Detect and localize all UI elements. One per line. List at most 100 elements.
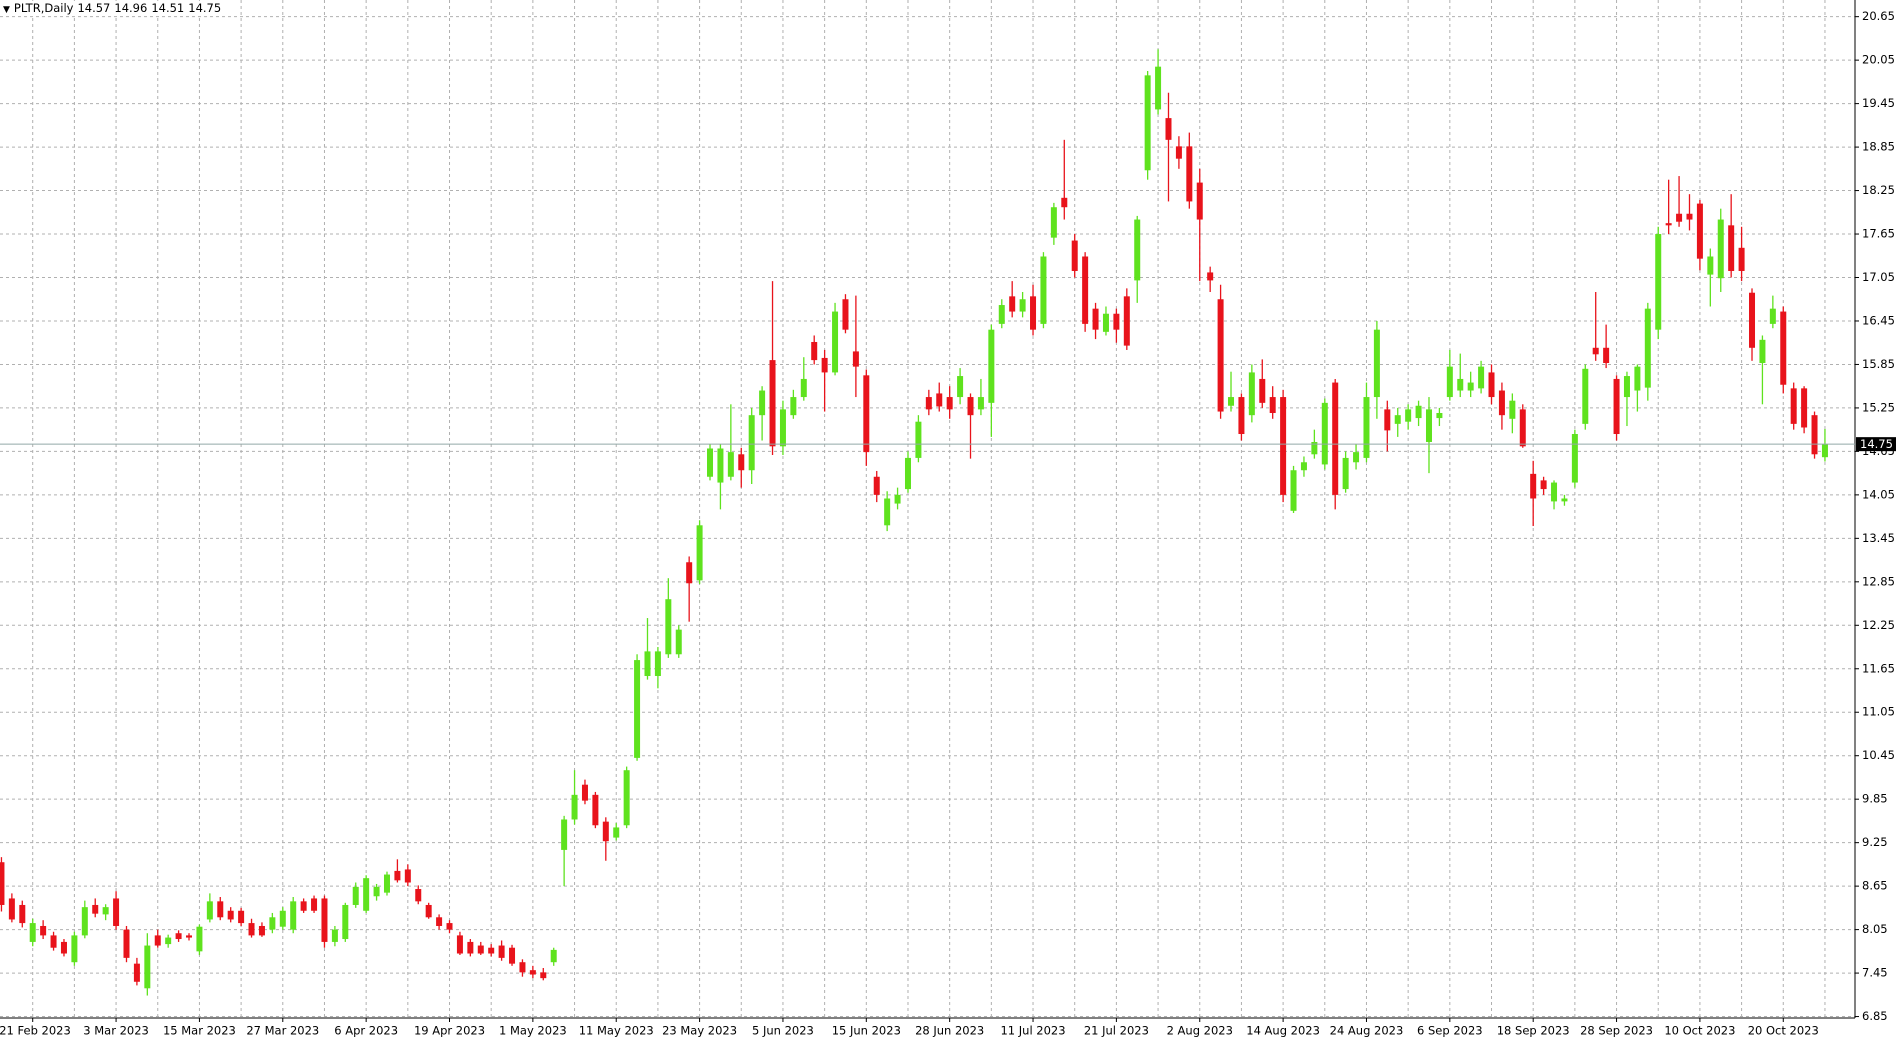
candle-body [1769,308,1776,324]
candle-body [269,917,276,930]
candle-body [1676,213,1683,222]
candle-body [1644,308,1651,388]
candle-body [394,870,401,881]
candle-body [759,390,766,416]
candle-body [373,886,380,897]
x-tick-label: 19 Apr 2023 [414,1024,485,1038]
candle-body [1092,308,1099,330]
y-tick-label: 18.85 [1862,140,1895,154]
candle-body [1551,482,1558,502]
candle-body [957,376,964,398]
candle-body [509,947,516,964]
candle-body [1561,498,1568,502]
candle-body [1571,434,1578,483]
candle-body [186,935,193,938]
candle-body [1040,256,1047,324]
candle-body [467,941,474,954]
x-tick-label: 10 Oct 2023 [1664,1024,1735,1038]
candle-body [1582,368,1589,424]
candle-body [644,651,651,677]
candle-body [925,397,932,410]
candle-body [1696,203,1703,259]
candle-body [404,869,411,883]
candle-body [1363,397,1370,458]
chart-title: PLTR,Daily [13,1,74,15]
candle-body [1759,339,1766,364]
candle-body [1478,366,1485,389]
x-tick-label: 14 Aug 2023 [1246,1024,1320,1038]
candle-body [1259,378,1266,403]
x-tick-label: 28 Jun 2023 [915,1024,984,1038]
candle-body [290,901,297,930]
candle-body [696,525,703,581]
header-icon: ▼ [3,5,10,15]
candle-body [1102,313,1109,332]
x-tick-label: 21 Feb 2023 [0,1024,71,1038]
x-tick-label: 15 Mar 2023 [163,1024,236,1038]
y-tick-label: 9.25 [1862,835,1888,849]
candle-body [915,421,922,458]
candle-body [550,949,557,963]
candle-body [196,926,203,952]
candle-body [1332,382,1339,495]
header-high: 14.96 [114,1,148,15]
candle-body [383,874,390,893]
candle-body [1592,347,1599,355]
candle-body [102,907,109,915]
candle-body [1353,452,1360,463]
candle-body [1519,409,1526,447]
candle-body [488,947,495,954]
candle-body [1269,397,1276,413]
candle-body [727,452,734,477]
candle-body [977,397,984,410]
candle-body [800,378,807,398]
candle-body [1811,415,1818,455]
candle-body [540,972,547,979]
candle-body [1373,329,1380,398]
candle-body [175,933,182,940]
candle-body [707,448,714,477]
y-tick-label: 6.85 [1862,1009,1888,1023]
candle-body [1665,223,1672,226]
candle-body [904,457,911,490]
y-tick-label: 7.45 [1862,966,1888,980]
candle-body [436,917,443,926]
candle-body [425,904,432,918]
x-tick-label: 27 Mar 2023 [246,1024,319,1038]
candle-body [144,945,151,989]
candle-body [665,599,672,655]
candle-body [769,360,776,447]
candle-body [1300,462,1307,471]
candle-body [1467,382,1474,391]
y-tick-label: 11.05 [1862,705,1895,719]
candle-body [1144,75,1151,171]
x-tick-label: 1 May 2023 [499,1024,567,1038]
candle-body [863,375,870,453]
y-tick-label: 12.85 [1862,574,1895,588]
candle-body [217,901,224,918]
y-tick-label: 18.25 [1862,183,1895,197]
x-tick-label: 24 Aug 2023 [1330,1024,1404,1038]
candle-body [936,393,943,407]
candle-body [873,476,880,495]
candle-body [300,901,307,911]
candle-body [1436,412,1443,419]
candles [0,49,1828,996]
candle-body [894,494,901,504]
candle-body [1717,219,1724,279]
y-tick-label: 13.45 [1862,531,1895,545]
candle-body [1196,182,1203,220]
header-open: 14.57 [77,1,111,15]
candle-body [279,910,286,927]
candle-body [613,827,620,838]
candle-body [8,898,15,920]
x-tick-label: 6 Sep 2023 [1417,1024,1483,1038]
y-tick-label: 8.05 [1862,922,1888,936]
y-tick-label: 14.05 [1862,487,1895,501]
candle-body [623,770,630,826]
candle-body [602,821,609,842]
candle-body [331,929,338,942]
candle-body [1415,405,1422,419]
candle-body [571,794,578,820]
y-tick-label: 16.45 [1862,313,1895,327]
